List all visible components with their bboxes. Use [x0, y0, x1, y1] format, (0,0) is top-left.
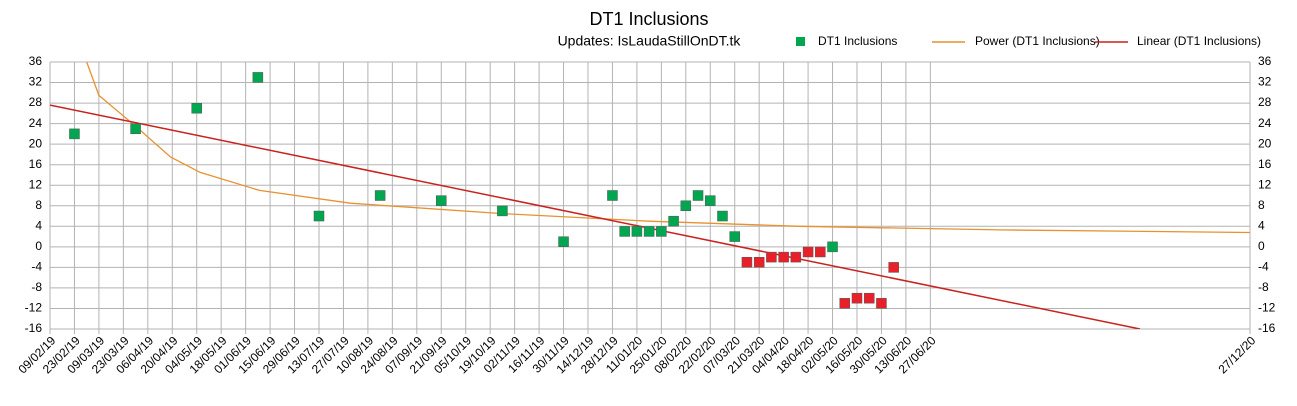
y-tick-label: -4: [31, 260, 42, 274]
y2-tick-label: 32: [1258, 75, 1272, 89]
y2-tick-label: 24: [1258, 116, 1272, 130]
chart-subtitle: Updates: IsLaudaStillOnDT.tk: [558, 33, 742, 49]
data-point: [643, 226, 655, 237]
data-point: [497, 205, 508, 217]
y-tick-label: -8: [31, 280, 42, 294]
data-point: [656, 226, 667, 237]
y-tick-label: 12: [29, 177, 43, 191]
data-point: [680, 200, 692, 212]
legend-label: Power (DT1 Inclusions): [975, 34, 1100, 48]
legend-label: DT1 Inclusions: [818, 34, 897, 48]
data-point: [313, 210, 325, 222]
y2-tick-label: 0: [1258, 239, 1265, 253]
y-tick-label: 36: [29, 54, 43, 68]
y2-tick-label: -8: [1258, 280, 1269, 294]
data-point: [558, 236, 569, 247]
data-point: [876, 298, 887, 309]
data-point: [668, 215, 679, 227]
y2-tick-label: 12: [1258, 177, 1272, 191]
data-point: [753, 257, 765, 268]
data-point: [839, 298, 851, 309]
y-tick-label: 24: [29, 116, 43, 130]
legend-swatch: [796, 37, 805, 46]
y2-tick-label: -12: [1258, 301, 1276, 315]
y-tick-label: 16: [29, 157, 43, 171]
data-point: [778, 251, 789, 263]
data-point: [802, 246, 814, 258]
data-point: [69, 128, 80, 140]
data-point: [717, 210, 728, 222]
y-tick-label: -12: [25, 301, 43, 315]
y2-tick-label: 36: [1258, 54, 1272, 68]
legend-label: Linear (DT1 Inclusions): [1137, 34, 1261, 48]
y-tick-label: 8: [35, 198, 42, 212]
y-tick-label: 4: [35, 218, 42, 232]
y-tick-label: 0: [35, 239, 42, 253]
y2-tick-label: 20: [1258, 136, 1272, 150]
data-point: [619, 226, 630, 237]
y-tick-label: 28: [29, 95, 43, 109]
data-point: [252, 72, 264, 83]
y2-tick-label: 4: [1258, 218, 1265, 232]
data-point: [130, 123, 141, 134]
y2-tick-label: -4: [1258, 260, 1269, 274]
y-tick-label: -16: [25, 321, 43, 335]
data-point: [729, 231, 740, 242]
data-point: [863, 292, 875, 304]
y2-tick-label: 28: [1258, 95, 1272, 109]
y2-tick-label: 8: [1258, 198, 1265, 212]
data-point: [815, 246, 826, 258]
data-point: [827, 241, 838, 253]
y-tick-label: 32: [29, 75, 43, 89]
data-point: [766, 251, 777, 263]
data-point: [191, 102, 202, 114]
data-point: [374, 190, 386, 201]
data-point: [705, 195, 716, 206]
data-point: [790, 251, 802, 263]
data-point: [888, 262, 899, 273]
y2-tick-label: 16: [1258, 157, 1272, 171]
data-point: [631, 226, 643, 237]
y-tick-label: 20: [29, 136, 43, 150]
data-point: [692, 190, 704, 201]
y2-tick-label: -16: [1258, 321, 1276, 335]
data-point: [741, 257, 753, 268]
trend-line: [50, 104, 1141, 329]
data-point: [607, 190, 618, 201]
chart-title: DT1 Inclusions: [589, 9, 708, 29]
data-point: [436, 195, 447, 206]
data-point: [851, 292, 863, 304]
